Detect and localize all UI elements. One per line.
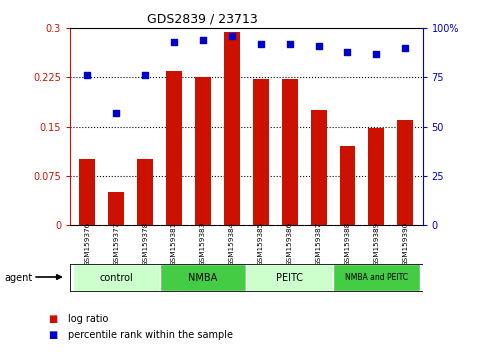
- Point: [84, 73, 91, 78]
- Bar: [108, 192, 124, 225]
- Text: ■: ■: [48, 330, 57, 339]
- Bar: [282, 79, 298, 225]
- Bar: [253, 79, 269, 225]
- Bar: [311, 110, 327, 225]
- Point: [343, 49, 351, 55]
- Text: GSM159378: GSM159378: [142, 221, 148, 266]
- Point: [142, 73, 149, 78]
- Point: [315, 43, 323, 49]
- Text: GSM159376: GSM159376: [85, 221, 90, 266]
- FancyBboxPatch shape: [333, 264, 420, 291]
- Point: [401, 45, 409, 51]
- FancyBboxPatch shape: [159, 264, 246, 291]
- Text: GSM159383: GSM159383: [200, 221, 206, 266]
- Bar: [195, 78, 211, 225]
- Text: GDS2839 / 23713: GDS2839 / 23713: [147, 12, 258, 25]
- Text: NMBA: NMBA: [188, 273, 218, 283]
- Text: GSM159386: GSM159386: [287, 221, 293, 266]
- Bar: [166, 71, 182, 225]
- Point: [228, 33, 236, 39]
- FancyBboxPatch shape: [73, 264, 159, 291]
- Point: [257, 41, 265, 47]
- Bar: [224, 32, 240, 225]
- Text: GSM159384: GSM159384: [229, 221, 235, 266]
- Text: GSM159390: GSM159390: [402, 221, 408, 266]
- Text: GSM159381: GSM159381: [171, 221, 177, 266]
- Point: [286, 41, 294, 47]
- Text: GSM159387: GSM159387: [315, 221, 322, 266]
- Text: percentile rank within the sample: percentile rank within the sample: [68, 330, 233, 339]
- Text: agent: agent: [5, 273, 33, 283]
- Text: ■: ■: [48, 314, 57, 324]
- Bar: [137, 159, 153, 225]
- Text: GSM159385: GSM159385: [258, 221, 264, 266]
- Point: [170, 39, 178, 45]
- Text: log ratio: log ratio: [68, 314, 108, 324]
- Point: [113, 110, 120, 116]
- Text: PEITC: PEITC: [276, 273, 303, 283]
- Text: NMBA and PEITC: NMBA and PEITC: [345, 273, 408, 282]
- Text: GSM159388: GSM159388: [344, 221, 351, 266]
- Bar: [398, 120, 413, 225]
- FancyBboxPatch shape: [246, 264, 333, 291]
- Point: [199, 37, 207, 43]
- Text: GSM159377: GSM159377: [114, 221, 119, 266]
- Bar: [369, 128, 384, 225]
- Text: GSM159389: GSM159389: [373, 221, 379, 266]
- Bar: [79, 159, 95, 225]
- Bar: [340, 146, 355, 225]
- Point: [372, 51, 380, 57]
- Text: control: control: [99, 273, 133, 283]
